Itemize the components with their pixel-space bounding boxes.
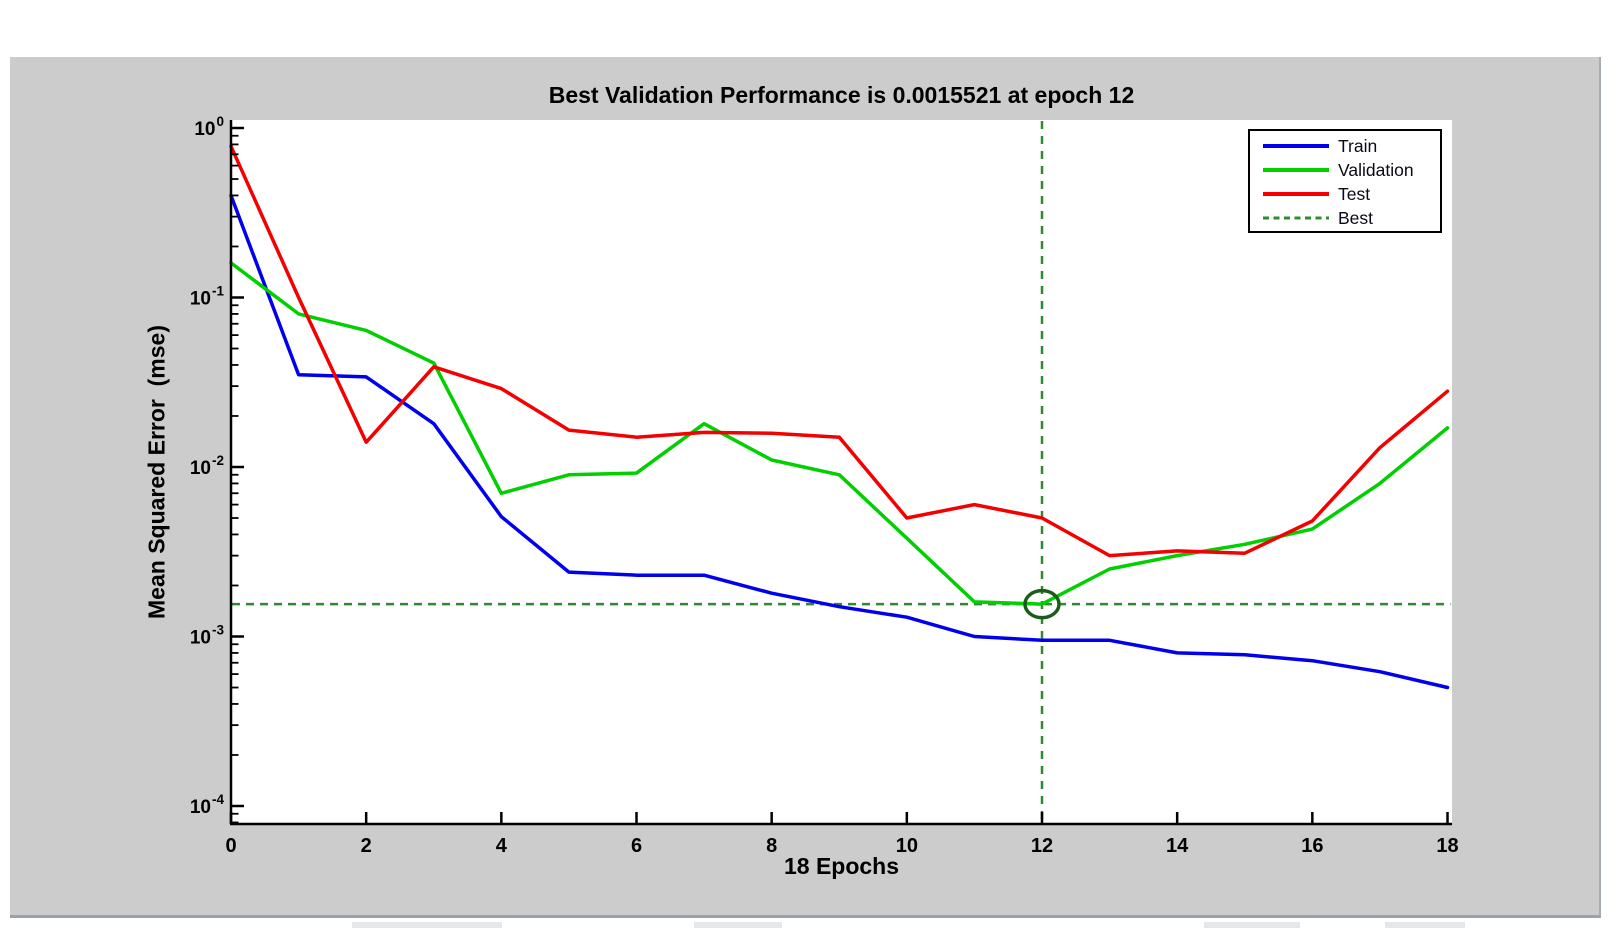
screen-artifact	[1385, 922, 1465, 928]
legend-row-train: Train	[1250, 134, 1440, 158]
x-tick-label: 0	[225, 835, 236, 857]
y-tick-label: 10-2	[190, 453, 224, 479]
best-marker	[1023, 588, 1061, 620]
y-tick-label: 10-3	[190, 623, 225, 649]
x-tick-label: 18	[1436, 835, 1458, 857]
test-line	[229, 144, 1450, 558]
train-line	[229, 193, 1450, 690]
validation-line	[229, 261, 1450, 606]
y-tick-label: 100	[194, 114, 224, 140]
legend-label: Test	[1338, 184, 1371, 204]
screen-artifact	[694, 922, 782, 928]
chart-title: Best Validation Performance is 0.0015521…	[548, 82, 1135, 108]
x-tick-label: 16	[1301, 835, 1323, 857]
x-tick-label: 14	[1166, 835, 1189, 857]
legend-label: Validation	[1338, 160, 1414, 180]
legend-label: Best	[1338, 208, 1374, 228]
plot-area	[231, 120, 1452, 824]
x-tick-label: 12	[1031, 835, 1053, 857]
legend-line-sample	[1263, 192, 1329, 196]
y-axis-label: Mean Squared Error (mse)	[143, 325, 170, 619]
y-tick-label: 10-1	[190, 284, 225, 310]
legend-line-sample	[1263, 144, 1329, 148]
x-tick-label: 2	[361, 835, 372, 857]
legend-label: Train	[1338, 136, 1378, 156]
x-axis-label: 18 Epochs	[783, 853, 900, 879]
x-tick-label: 4	[496, 835, 508, 857]
x-tick-label: 6	[631, 835, 642, 857]
legend-row-validation: Validation	[1250, 158, 1440, 182]
legend: Train Validation Test Best	[1248, 129, 1442, 233]
x-tick-label: 8	[766, 835, 777, 857]
x-tick-label: 10	[896, 835, 918, 857]
screen-artifact	[352, 922, 502, 928]
legend-row-test: Test	[1250, 182, 1440, 206]
legend-line-sample	[1263, 216, 1329, 220]
legend-row-best: Best	[1250, 206, 1440, 230]
legend-line-sample	[1263, 168, 1329, 172]
screen-artifact	[1204, 922, 1300, 928]
y-tick-label: 10-4	[190, 792, 225, 818]
